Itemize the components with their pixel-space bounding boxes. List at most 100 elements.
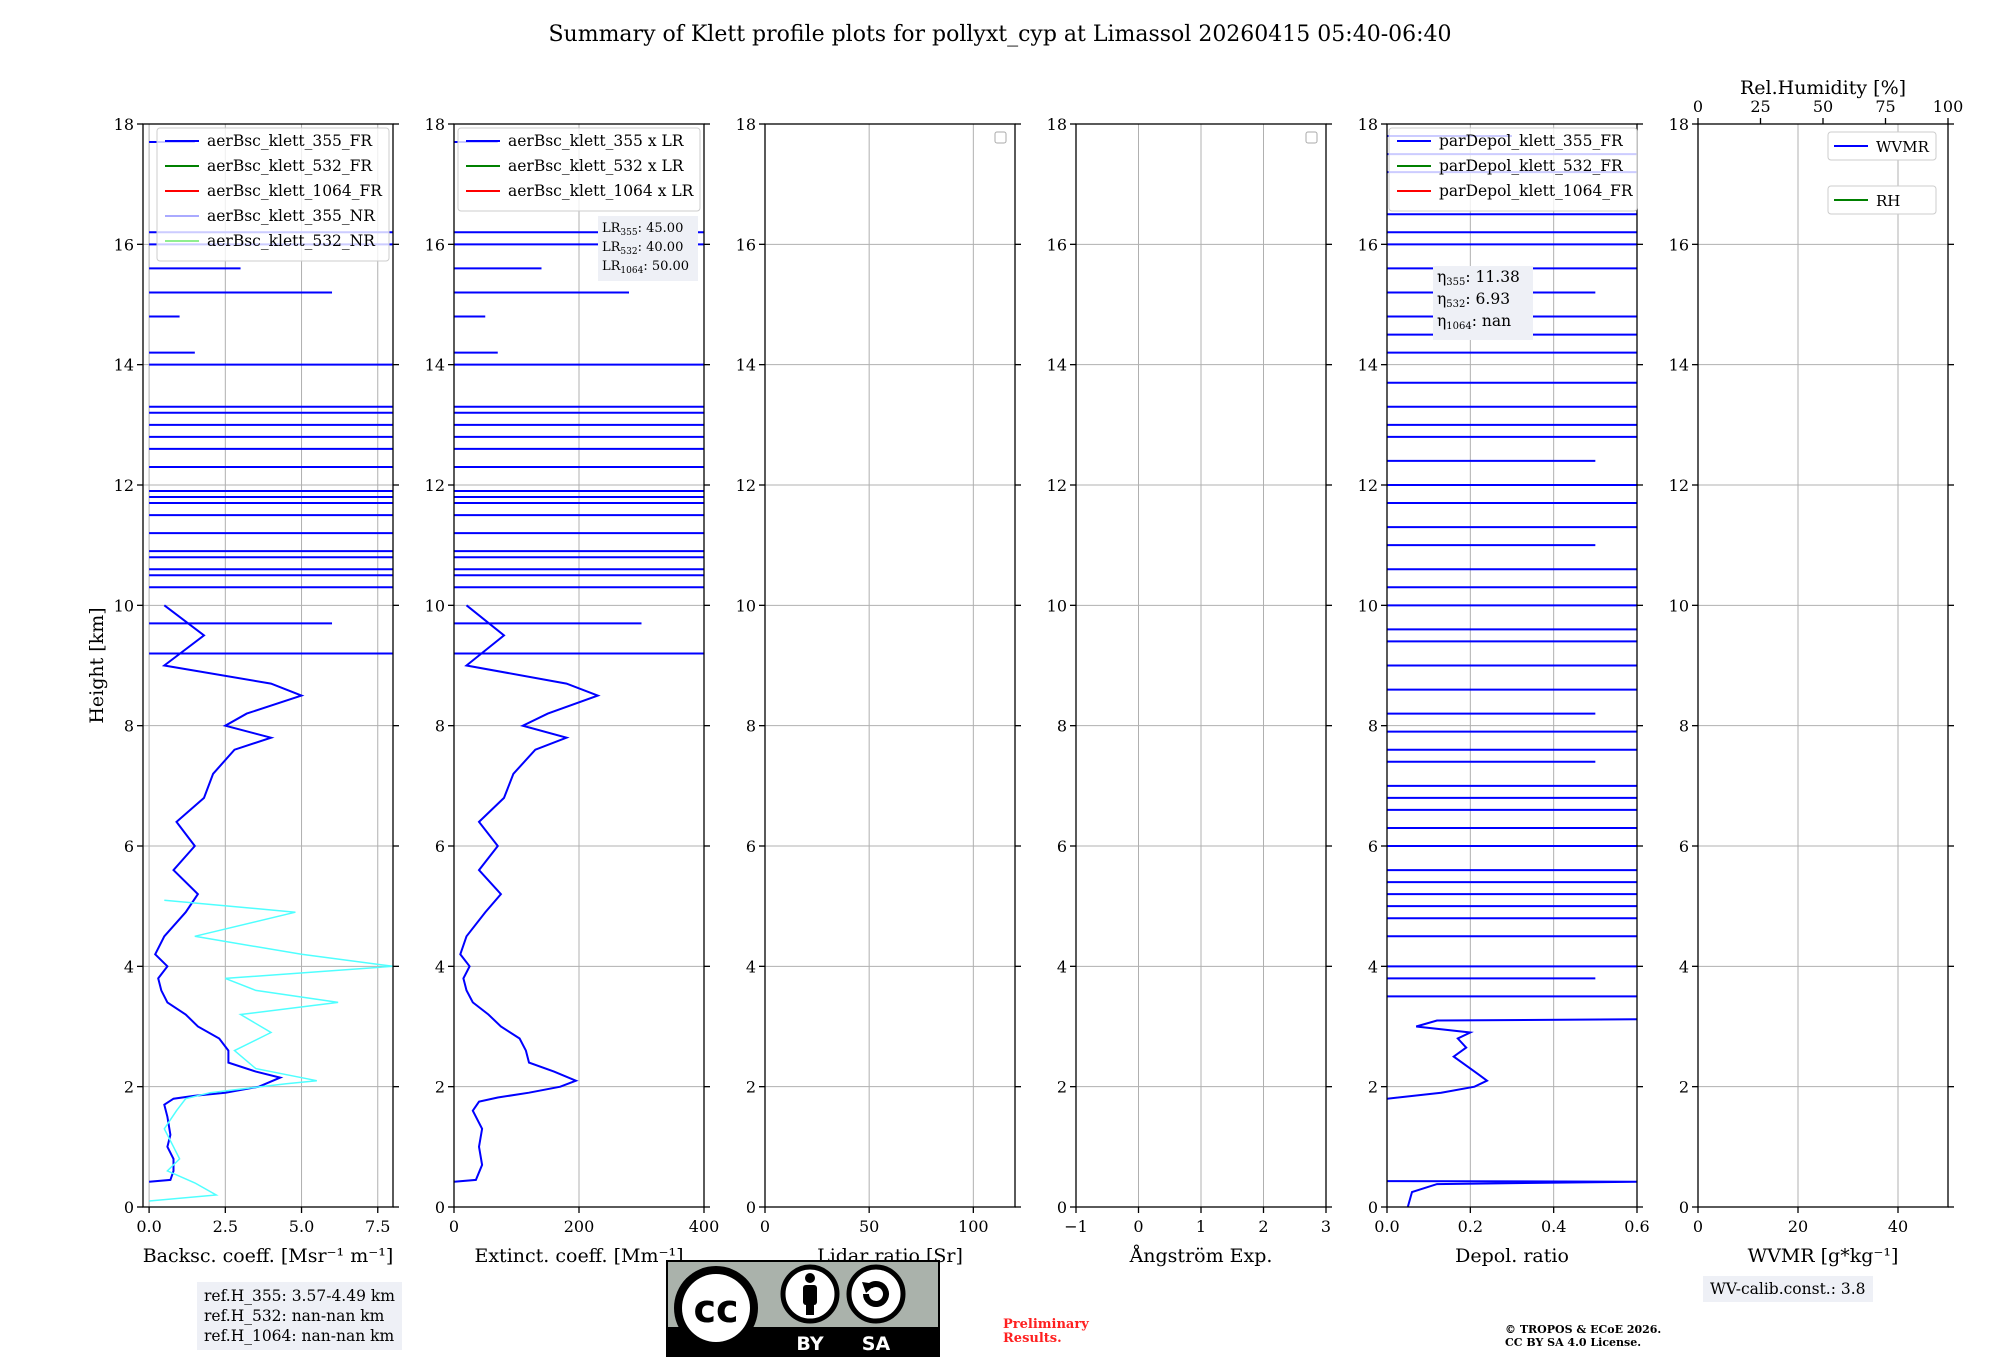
x-tick-label: 0.6: [1624, 1217, 1649, 1236]
y-tick-label: 6: [1057, 837, 1067, 856]
series-parDepol_klett_355_FR: [1387, 1180, 1637, 1207]
preliminary-line-1: Preliminary: [1003, 1317, 1089, 1332]
x-tick-label: 2.5: [213, 1217, 238, 1236]
top-axis-label: Rel.Humidity [%]: [1740, 77, 1906, 99]
y-tick-label: 12: [1669, 476, 1689, 495]
top-x-tick-label: 0: [1693, 97, 1703, 116]
x-axis-label: Ångström Exp.: [1129, 1245, 1273, 1267]
y-tick-label: 0: [435, 1198, 445, 1217]
y-tick-label: 14: [425, 356, 445, 375]
x-tick-label: 200: [564, 1217, 595, 1236]
y-tick-label: 18: [1047, 115, 1067, 134]
cc-icon: cc: [674, 1266, 758, 1350]
top-x-tick-label: 50: [1813, 97, 1833, 116]
annotation-box: [598, 216, 698, 281]
legend-entry: aerBsc_klett_1064_FR: [207, 182, 383, 200]
y-tick-label: 14: [736, 356, 756, 375]
license-sa-label: SA: [862, 1333, 891, 1355]
legend-box: [1388, 127, 1638, 212]
y-tick-label: 6: [746, 837, 756, 856]
x-axis-label: Depol. ratio: [1455, 1245, 1569, 1267]
top-x-tick-label: 25: [1750, 97, 1770, 116]
legend-entry: parDepol_klett_355_FR: [1439, 132, 1624, 150]
legend-entry: RH: [1876, 192, 1900, 210]
y-axis-label: Height [km]: [86, 607, 108, 723]
legend-box: [1827, 131, 1937, 161]
ref-height-355: ref.H_355: 3.57-4.49 km: [204, 1287, 395, 1305]
y-tick-label: 8: [124, 717, 134, 736]
y-tick-label: 6: [124, 837, 134, 856]
series-aerBsc_klett_355 x LR: [454, 604, 601, 1183]
y-tick-label: 4: [124, 957, 134, 976]
y-tick-label: 2: [124, 1078, 134, 1097]
legend-entry: aerBsc_klett_355_NR: [207, 207, 376, 225]
x-tick-label: 5.0: [289, 1217, 314, 1236]
x-tick-label: 0.0: [1374, 1217, 1399, 1236]
x-tick-label: 2: [1258, 1217, 1268, 1236]
y-tick-label: 2: [1368, 1078, 1378, 1097]
y-tick-label: 18: [1358, 115, 1378, 134]
y-tick-label: 2: [1679, 1078, 1689, 1097]
y-tick-label: 0: [1368, 1198, 1378, 1217]
cc-license-badge: cc BY SA: [666, 1260, 940, 1357]
y-tick-label: 2: [746, 1078, 756, 1097]
annotation-line: LR532: 40.00: [602, 240, 683, 257]
x-tick-label: 100: [958, 1217, 989, 1236]
y-tick-label: 14: [1047, 356, 1067, 375]
preliminary-results-note: Preliminary Results.: [1003, 1318, 1089, 1346]
y-tick-label: 8: [1368, 717, 1378, 736]
annotation-box: [1433, 266, 1533, 340]
y-tick-label: 6: [1679, 837, 1689, 856]
axes-frame: [764, 123, 1016, 1208]
empty-legend-box: [994, 131, 1007, 144]
svg-text:cc: cc: [693, 1287, 738, 1331]
y-tick-label: 8: [1057, 717, 1067, 736]
y-tick-label: 16: [114, 235, 134, 254]
series-aerBsc_klett_355_FR: [149, 604, 305, 1183]
legend-entry: aerBsc_klett_355_FR: [207, 132, 373, 150]
y-tick-label: 0: [1057, 1198, 1067, 1217]
legend-box: [156, 127, 390, 262]
y-tick-label: 12: [425, 476, 445, 495]
y-tick-label: 18: [736, 115, 756, 134]
preliminary-line-2: Results.: [1003, 1331, 1062, 1346]
annotation-line: η355: 11.38: [1437, 268, 1520, 288]
series-group: [454, 141, 704, 1183]
x-tick-label: 400: [689, 1217, 720, 1236]
axes-frame: [142, 123, 394, 1208]
subplot-extinction: 0 200 400 0 2 4 6 8 10 12 14 16 18 Extinct. coeff. [M…: [425, 115, 720, 1267]
legend-box: [457, 127, 701, 212]
legend-entry: aerBsc_klett_532_NR: [207, 232, 376, 250]
y-tick-label: 10: [1047, 596, 1067, 615]
annotation-line: η532: 6.93: [1437, 290, 1510, 310]
y-tick-label: 18: [114, 115, 134, 134]
x-tick-label: 0: [449, 1217, 459, 1236]
legend-entry: WVMR: [1876, 138, 1930, 156]
y-tick-label: 6: [1368, 837, 1378, 856]
y-tick-label: 4: [1057, 957, 1067, 976]
annotation-line: η1064: nan: [1437, 312, 1511, 332]
copyright-line-2: CC BY SA 4.0 License.: [1505, 1336, 1642, 1349]
empty-legend-box: [1305, 131, 1318, 144]
figure-title: Summary of Klett profile plots for polly…: [548, 22, 1452, 47]
y-tick-label: 16: [1669, 235, 1689, 254]
license-by-label: BY: [796, 1333, 823, 1355]
legend-box: [1827, 185, 1937, 215]
y-tick-label: 6: [435, 837, 445, 856]
subplot-backscatter: 0.0 2.5 5.0 7.5 0 2 4 6 8 10 12 14 16 18 Backsc. coeff…: [86, 115, 399, 1267]
x-tick-label: 0: [1133, 1217, 1143, 1236]
y-tick-label: 14: [1669, 356, 1689, 375]
reference-height-box: ref.H_355: 3.57-4.49 km ref.H_532: nan-n…: [197, 1282, 402, 1350]
y-tick-label: 12: [1047, 476, 1067, 495]
top-x-tick-label: 75: [1875, 97, 1895, 116]
wv-calibration-box: WV-calib.const.: 3.8: [1703, 1276, 1873, 1302]
series-aerBsc_klett_355_NR: [149, 899, 393, 1202]
copyright-line-1: © TROPOS & ECoE 2026.: [1505, 1323, 1662, 1336]
y-tick-label: 4: [1368, 957, 1378, 976]
subplot-wvmr: 0 20 40 0 2 4 6 8 10 12 14 16 18 WVMR [g*kg⁻¹] 0 25 50 75…: [1669, 77, 1964, 1267]
y-tick-label: 10: [425, 596, 445, 615]
legend-entry: parDepol_klett_1064_FR: [1439, 182, 1634, 200]
y-tick-label: 14: [114, 356, 134, 375]
top-x-tick-label: 100: [1933, 97, 1964, 116]
